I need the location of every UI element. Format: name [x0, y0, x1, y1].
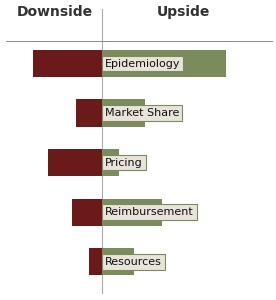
Text: Reimbursement: Reimbursement	[105, 207, 194, 217]
Text: Epidemiology: Epidemiology	[105, 58, 181, 68]
Bar	[102, 149, 119, 176]
Text: Downside: Downside	[17, 5, 93, 19]
Text: Pricing: Pricing	[105, 158, 143, 168]
Bar	[33, 50, 102, 77]
Bar	[89, 248, 102, 275]
Text: Resources: Resources	[105, 257, 162, 267]
Bar	[48, 149, 102, 176]
Bar	[72, 199, 102, 226]
Bar	[102, 50, 226, 77]
Bar	[102, 248, 134, 275]
Text: Market Share: Market Share	[105, 108, 179, 118]
Text: Upside: Upside	[156, 5, 210, 19]
Bar	[102, 199, 162, 226]
Bar	[76, 100, 102, 127]
Bar	[102, 100, 145, 127]
